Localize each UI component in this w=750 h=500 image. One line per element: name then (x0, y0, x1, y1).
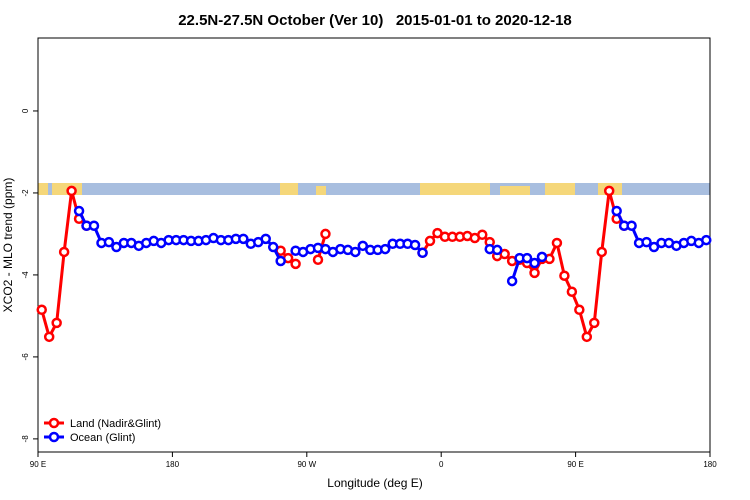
data-point (111, 241, 122, 253)
data-point (267, 241, 279, 253)
y-tick-label: -2 (21, 189, 30, 197)
data-point (536, 251, 548, 263)
data-point (641, 236, 652, 248)
data-point (51, 317, 62, 329)
data-point (58, 246, 70, 258)
data-point (417, 247, 428, 259)
map-strip (38, 183, 710, 195)
data-point (559, 270, 570, 281)
data-point (66, 185, 77, 197)
data-point (491, 244, 503, 256)
data-point (574, 304, 585, 316)
legend-marker (48, 417, 60, 429)
y-tick-label: -8 (21, 435, 30, 443)
data-point (73, 205, 85, 217)
data-point (275, 255, 286, 267)
data-point (581, 331, 593, 343)
data-point (88, 220, 100, 231)
data-point (611, 205, 622, 217)
chart-title: 22.5N-27.5N October (Ver 10) 2015-01-01 … (178, 12, 572, 29)
plot-frame (37, 37, 711, 453)
y-tick-label: -4 (21, 271, 30, 279)
x-tick-label: 0 (439, 460, 444, 469)
legend-marker (48, 431, 60, 443)
data-point (36, 304, 47, 316)
x-tick-label: 180 (703, 460, 717, 469)
data-point (43, 331, 55, 343)
data-point (701, 234, 712, 246)
data-point (589, 317, 600, 329)
data-point (350, 246, 361, 258)
x-tick-label: 90 E (567, 460, 583, 469)
data-point (379, 243, 391, 255)
y-tick-label: -6 (21, 353, 30, 361)
data-point (238, 233, 249, 245)
data-point (648, 241, 660, 253)
data-point (626, 220, 637, 231)
data-point (551, 237, 563, 249)
data-point (424, 235, 436, 247)
data-point (103, 236, 115, 248)
data-point (529, 267, 540, 279)
data-point (603, 185, 615, 197)
data-point (312, 254, 324, 266)
data-point (529, 257, 540, 269)
legend-label: Land (Nadir&Glint) (70, 418, 161, 430)
data-point (506, 275, 518, 287)
data-point (499, 248, 510, 260)
x-tick-label: 90 E (30, 460, 46, 469)
y-tick-label: 0 (21, 108, 30, 113)
data-point (596, 246, 607, 258)
x-tick-label: 90 W (297, 460, 316, 469)
data-point (566, 286, 578, 297)
data-point (320, 228, 331, 240)
x-axis-label: Longitude (deg E) (327, 476, 422, 490)
data-point (409, 239, 421, 251)
data-point (260, 233, 271, 245)
x-tick-label: 180 (166, 460, 180, 469)
legend-label: Ocean (Glint) (70, 432, 135, 444)
data-point (477, 229, 488, 241)
data-point (357, 240, 369, 252)
data-point (290, 258, 301, 270)
data-point (521, 252, 533, 264)
y-axis-label: XCO2 - MLO trend (ppm) (1, 178, 15, 313)
